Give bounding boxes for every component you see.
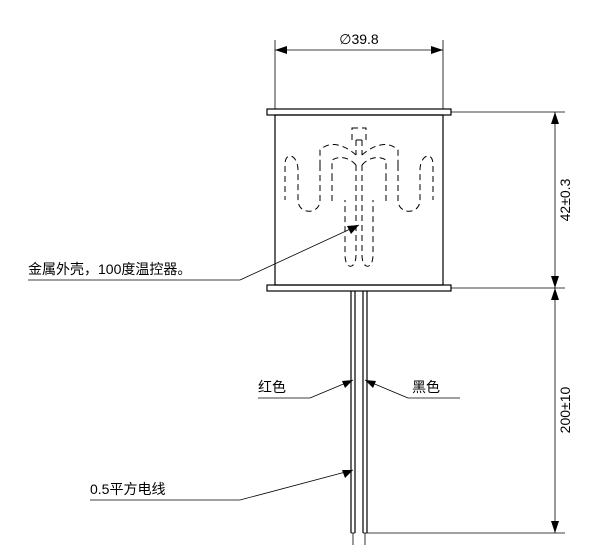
arrow-200-top xyxy=(551,288,559,300)
shell-arrow xyxy=(347,225,359,234)
right-hook xyxy=(398,156,433,211)
shell-callout: 金属外壳，100度温控器。 xyxy=(28,225,359,280)
cable-spec-label: 0.5平方电线 xyxy=(90,481,165,497)
shell-leader-1 xyxy=(240,225,359,280)
left-arc-outer xyxy=(320,145,356,165)
body-height-label: 42±0.3 xyxy=(557,178,573,221)
arrow-left xyxy=(275,46,287,54)
left-arc-inner xyxy=(332,158,356,175)
shell-label: 金属外壳，100度温控器。 xyxy=(28,261,191,277)
stem-top xyxy=(352,128,366,140)
arrow-42-bot xyxy=(551,276,559,288)
center-u-left xyxy=(345,165,356,266)
wires xyxy=(351,291,367,545)
bottom-cap xyxy=(267,285,451,291)
left-hook xyxy=(285,156,320,211)
arrow-42-top xyxy=(551,112,559,124)
red-wire-callout: 红色 xyxy=(258,379,353,398)
component-body xyxy=(267,109,451,291)
diameter-label: ∅39.8 xyxy=(339,31,379,47)
right-arc-inner xyxy=(362,158,386,175)
arrow-200-bot xyxy=(551,521,559,533)
cable-spec-callout: 0.5平方电线 xyxy=(90,470,353,500)
red-wire-label: 红色 xyxy=(258,379,286,395)
black-wire-callout: 黑色 xyxy=(365,379,460,398)
cable-leader-1 xyxy=(240,470,353,500)
black-wire-label: 黑色 xyxy=(412,379,440,395)
right-arc-outer xyxy=(362,145,398,165)
wire-length-label: 200±10 xyxy=(557,386,573,433)
top-cap xyxy=(267,109,451,115)
arrow-right xyxy=(431,46,443,54)
center-u-right xyxy=(362,165,373,266)
top-dimension-group: ∅39.8 xyxy=(275,31,443,109)
internal-element xyxy=(285,128,433,266)
